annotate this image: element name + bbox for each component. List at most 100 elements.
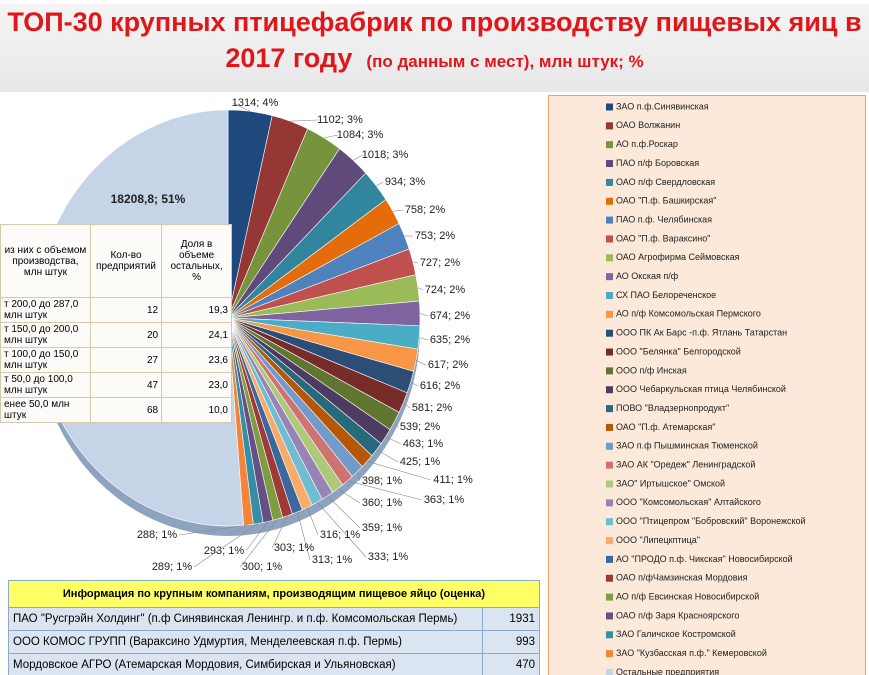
leader-line: [297, 511, 311, 561]
data-label: 300; 1%: [242, 561, 283, 573]
legend-label: ЗАО АК "Оредеж" Ленинградской: [616, 460, 755, 470]
leader-line: [239, 518, 278, 568]
data-label: 463; 1%: [403, 438, 444, 450]
legend-label: ЗАО "Кузбасская п.ф." Кемеровской: [616, 648, 767, 658]
legend-swatch: [606, 612, 613, 620]
table-row: т 50,0 до 100,0 млн штук 47 23,0: [0, 372, 232, 398]
data-label: 724; 2%: [425, 284, 466, 296]
legend-label: ПАО п/ф Боровская: [616, 158, 699, 168]
leader-line: [316, 502, 367, 558]
leader-line: [403, 402, 411, 409]
legend-swatch: [606, 292, 613, 299]
data-label: 539; 2%: [400, 421, 441, 433]
legend-label: ЗАО" Иртышское" Омской: [616, 478, 725, 488]
legend-label: АО "ПРОДО п.ф. Чикская" Новосибирской: [616, 554, 793, 564]
legend-swatch: [606, 574, 613, 582]
legend-swatch: [606, 461, 613, 469]
table-row: Мордовское АГРО (Атемарская Мордовия, Си…: [8, 653, 540, 675]
table-row: Информация по крупным компаниям, произво…: [8, 580, 540, 608]
leader-line: [178, 524, 249, 536]
data-label: 303; 1%: [274, 542, 315, 554]
legend-label: ООО "Комсомольская" Алтайского: [616, 497, 761, 507]
leader-line: [367, 461, 432, 481]
leader-line: [347, 480, 423, 501]
legend-panel: [548, 95, 866, 675]
data-label: 289; 1%: [152, 561, 193, 573]
data-label: 727; 2%: [420, 257, 461, 269]
legend-label: ЗАО Галичское Костромской: [616, 629, 736, 639]
legend-swatch: [606, 141, 613, 149]
legend-swatch: [606, 197, 613, 205]
legend-label: ООО п/ф Инская: [616, 365, 687, 375]
legend-label: ОАО п/фЧамзинская Мордовия: [616, 573, 748, 583]
legend-swatch: [606, 367, 613, 375]
data-label: 616; 2%: [420, 380, 461, 392]
leader-line: [419, 313, 429, 317]
leader-line: [392, 209, 404, 212]
leader-line: [323, 134, 339, 139]
leader-line: [376, 449, 399, 463]
data-label: 313; 1%: [312, 554, 353, 566]
table-cell: 68: [89, 397, 163, 423]
legend-swatch: [606, 480, 613, 488]
leader-line: [193, 523, 259, 568]
data-label: 1102; 3%: [317, 114, 363, 126]
data-label: 635; 2%: [430, 334, 471, 346]
legend-label: АО п/ф Евсинская Новосибирской: [616, 591, 759, 601]
table-cell: Кол-во предприятий: [89, 224, 163, 298]
data-label: 674; 2%: [430, 310, 471, 322]
legend-swatch: [606, 216, 613, 224]
leader-line: [417, 287, 424, 291]
legend-swatch: [606, 423, 613, 431]
data-label: 1314; 4%: [232, 97, 279, 109]
legend-swatch: [606, 348, 613, 356]
legend-label: ПОВО "Владзернопродукт": [616, 403, 729, 413]
leader-line: [415, 360, 427, 366]
legend-label: ПАО п.ф. Челябинская: [616, 214, 712, 224]
table-row: ПАО "Русгрэйн Холдинг" (п.ф Синявинская …: [8, 607, 540, 631]
leader-line: [410, 381, 419, 387]
table-cell: 993: [482, 630, 540, 654]
table-cell: Доля в объеме остальных, %: [161, 224, 232, 298]
table-cell: т 150,0 до 200,0 млн штук: [0, 322, 91, 348]
table-row: енее 50,0 млн штук 68 10,0: [0, 397, 232, 423]
legend-swatch: [606, 178, 613, 186]
table-cell: из них с объемом производства, млн штук: [0, 224, 91, 298]
leader-line: [271, 515, 288, 549]
data-label: 411; 1%: [433, 474, 473, 486]
leader-line: [245, 521, 269, 552]
chart-title: ТОП-30 крупных птицефабрик по производст…: [7, 7, 862, 73]
data-label: 425; 1%: [400, 456, 441, 468]
data-label: 758; 2%: [405, 204, 446, 216]
table-row: т 150,0 до 200,0 млн штук 20 24,1: [0, 322, 232, 348]
data-label: 333; 1%: [368, 551, 409, 563]
leader-line: [419, 337, 429, 341]
data-label: 360; 1%: [362, 497, 403, 509]
table-cell: т 50,0 до 100,0 млн штук: [0, 372, 91, 398]
table-cell: 12: [89, 297, 163, 323]
legend-swatch: [606, 235, 613, 243]
table-cell: ООО КОМОС ГРУПП (Вараксино Удмуртия, Мен…: [8, 630, 483, 654]
legend-label: ООО ПК Ак Барс -п.ф. Ятлань Татарстан: [616, 328, 787, 338]
data-label: 363; 1%: [424, 494, 465, 506]
info-table: Информация по крупным компаниям, произво…: [8, 580, 540, 675]
legend-swatch: [606, 122, 613, 130]
table-cell: Мордовское АГРО (Атемарская Мордовия, Си…: [8, 653, 483, 675]
data-label: 581; 2%: [412, 402, 453, 414]
table-cell: 47: [89, 372, 163, 398]
legend-label: ОАО Агрофирма Сеймовская: [616, 252, 740, 262]
legend-label: ООО "Птицепром "Бобровский" Воронежской: [616, 516, 806, 526]
legend-label: ЗАО п.ф Пышминская Тюменской: [616, 441, 758, 451]
leader-line: [327, 495, 361, 529]
data-label: 316; 1%: [320, 529, 361, 541]
data-label: 288; 1%: [137, 529, 178, 541]
table-cell: 470: [482, 653, 540, 675]
table-cell: Информация по крупным компаниям, произво…: [8, 580, 540, 608]
legend-swatch: [606, 273, 613, 281]
leader-line: [385, 436, 402, 445]
legend-label: АО п/ф Комсомольская Пермского: [616, 309, 761, 319]
data-label: 753; 2%: [415, 230, 456, 242]
inset-table: из них с объемом производства, млн штук К…: [0, 224, 232, 423]
legend-label: ООО "Липецкптица": [616, 535, 700, 545]
